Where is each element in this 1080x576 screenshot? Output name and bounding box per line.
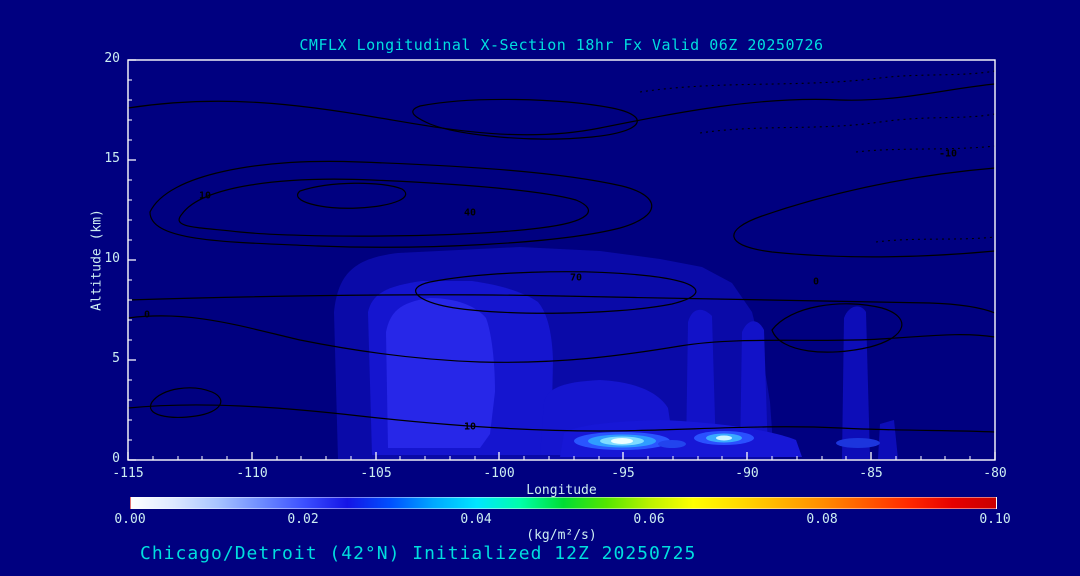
y-tick-15: 15 [104, 151, 120, 166]
colorbar-tick-0.02: 0.02 [287, 512, 319, 527]
colorbar-gradient [130, 497, 997, 509]
y-tick-20: 20 [104, 51, 120, 66]
chart-caption: Chicago/Detroit (42°N) Initialized 12Z 2… [140, 543, 697, 564]
chart-title: CMFLX Longitudinal X-Section 18hr Fx Val… [299, 36, 824, 54]
negative-contour-layer [639, 70, 996, 243]
x-axis-label: Longitude [526, 483, 597, 498]
y-axis-minor-ticks [128, 79, 132, 441]
colorbar-tick-0.00: 0.00 [114, 512, 146, 527]
y-axis-major-ticks [128, 59, 136, 461]
y-tick-5: 5 [112, 351, 120, 366]
y-tick-0: 0 [112, 451, 120, 466]
x-axis-major-ticks [127, 452, 996, 460]
contour-label: 40 [463, 207, 477, 219]
contour-label: 0 [143, 309, 151, 321]
x-tick-m105: -105 [360, 466, 392, 481]
contour-label: 0 [812, 276, 820, 288]
shading-layer [334, 247, 898, 459]
y-tick-10: 10 [104, 251, 120, 266]
surface-maxima-layer [574, 431, 880, 450]
contour-label: 10 [463, 421, 477, 433]
colorbar-tick-0.08: 0.08 [806, 512, 838, 527]
contour-layer [127, 83, 996, 433]
contour-label: 10 [198, 190, 212, 202]
x-tick-m90: -90 [735, 466, 759, 481]
x-tick-m85: -85 [859, 466, 883, 481]
axis-frame [127, 59, 996, 461]
x-axis-minor-ticks [152, 456, 971, 460]
colorbar-tick-0.10: 0.10 [979, 512, 1011, 527]
x-tick-m100: -100 [483, 466, 515, 481]
x-tick-m95: -95 [611, 466, 635, 481]
colorbar-units-label: (kg/m²/s) [526, 528, 597, 543]
colorbar-tick-0.04: 0.04 [460, 512, 492, 527]
colorbar-tick-0.06: 0.06 [633, 512, 665, 527]
contour-label: -10 [938, 148, 958, 160]
x-tick-m110: -110 [236, 466, 268, 481]
x-tick-m80: -80 [983, 466, 1007, 481]
contour-label: 70 [569, 272, 583, 284]
x-tick-m115: -115 [112, 466, 144, 481]
